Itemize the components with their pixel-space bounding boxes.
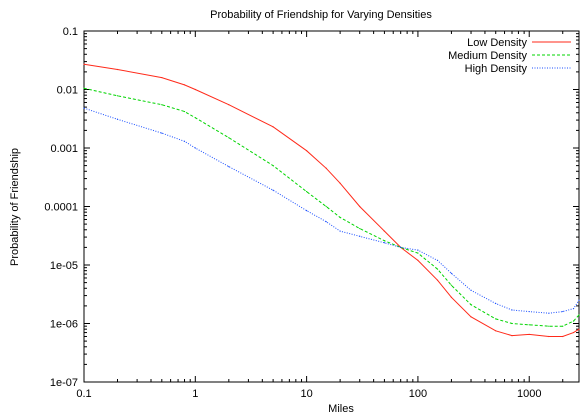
series-point-1 [417, 252, 419, 254]
series-line-1 [83, 87, 580, 327]
series-point-1 [359, 227, 361, 230]
series-point-1 [528, 324, 530, 326]
series-point-2 [470, 289, 472, 291]
series-point-0 [116, 68, 119, 71]
series-point-2 [578, 299, 580, 301]
x-tick-label: 0.1 [76, 388, 91, 400]
series-point-1 [495, 318, 497, 320]
series-point-0 [417, 259, 419, 261]
series-point-2 [383, 242, 386, 244]
series-line-0 [83, 63, 580, 337]
series-point-2 [161, 132, 163, 134]
legend-label: Medium Density [448, 50, 527, 62]
legend-label: Low Density [467, 37, 527, 49]
series-point-0 [562, 335, 564, 338]
y-tick-label: 0.0001 [44, 202, 78, 214]
series-point-0 [359, 205, 361, 208]
series-point-2 [417, 249, 419, 251]
series-point-1 [339, 216, 341, 219]
series-point-2 [83, 107, 85, 109]
series-point-0 [548, 335, 550, 338]
series-point-0 [495, 330, 497, 332]
series-point-0 [572, 331, 575, 334]
series-point-0 [272, 126, 274, 128]
series-point-2 [183, 140, 186, 142]
series-point-2 [325, 221, 327, 223]
series-point-2 [436, 259, 439, 261]
series-point-1 [183, 110, 186, 113]
plot-frame [83, 30, 580, 383]
series-point-0 [450, 296, 453, 298]
series-point-2 [306, 210, 308, 212]
series-point-2 [495, 302, 497, 305]
series-point-2 [339, 230, 341, 232]
series-point-1 [161, 104, 163, 106]
series-point-1 [194, 117, 196, 119]
series-point-1 [470, 304, 472, 306]
series-point-1 [272, 165, 274, 167]
series-point-2 [511, 309, 513, 311]
x-tick-label: 10 [300, 388, 312, 400]
y-tick-label: 0.001 [50, 143, 78, 155]
series-point-1 [511, 322, 513, 325]
series-point-2 [450, 272, 453, 274]
y-axis-label: Probability of Friendship [9, 148, 21, 266]
series-point-0 [161, 76, 163, 79]
series-point-0 [528, 333, 530, 336]
x-ticks: 0.1 1 10 100 1000 [76, 31, 564, 400]
series-point-1 [450, 284, 453, 286]
series-point-1 [436, 268, 439, 270]
series-point-1 [572, 320, 575, 322]
x-axis-label: Miles [328, 403, 354, 415]
y-tick-label: 0.1 [63, 26, 78, 38]
series-point-1 [578, 314, 580, 316]
series-point-1 [306, 190, 308, 193]
series-point-0 [383, 230, 386, 232]
y-tick-label: 0.01 [57, 85, 78, 97]
series-point-1 [383, 240, 386, 242]
series-point-2 [400, 246, 402, 248]
series-point-2 [528, 310, 530, 313]
y-tick-label: 1e-07 [50, 377, 78, 389]
series-point-0 [183, 84, 186, 86]
y-tick-label: 1e-05 [50, 260, 78, 272]
x-tick-label: 1 [192, 388, 198, 400]
legend-label: High Density [465, 63, 528, 75]
series-point-0 [511, 335, 513, 337]
series-point-1 [562, 325, 564, 327]
series-point-2 [228, 166, 230, 168]
series-point-0 [470, 316, 472, 318]
series-point-0 [578, 328, 580, 330]
series-point-2 [194, 147, 196, 149]
series-point-2 [359, 235, 361, 237]
x-tick-label: 100 [409, 388, 427, 400]
series-point-2 [548, 312, 550, 314]
series-point-0 [194, 88, 196, 91]
series-lines [83, 63, 580, 338]
series-point-0 [325, 167, 327, 169]
series-point-2 [562, 310, 564, 313]
series-point-2 [272, 189, 274, 191]
x-tick-label: 1000 [517, 388, 541, 400]
series-point-0 [228, 104, 230, 106]
series-point-2 [116, 118, 119, 120]
chart-title: Probability of Friendship for Varying De… [210, 9, 432, 21]
series-point-1 [548, 325, 550, 327]
series-point-1 [116, 95, 119, 97]
series-point-1 [228, 137, 230, 139]
series-point-0 [436, 279, 439, 281]
series-point-2 [572, 307, 575, 310]
series-point-0 [339, 182, 341, 184]
series-point-0 [306, 150, 308, 152]
series-point-1 [83, 87, 85, 89]
series-point-1 [325, 205, 327, 208]
series-point-0 [83, 63, 85, 65]
y-ticks: 1e-07 1e-06 1e-05 0.0001 0.001 0.01 0.1 [44, 26, 579, 389]
y-tick-label: 1e-06 [50, 319, 78, 331]
